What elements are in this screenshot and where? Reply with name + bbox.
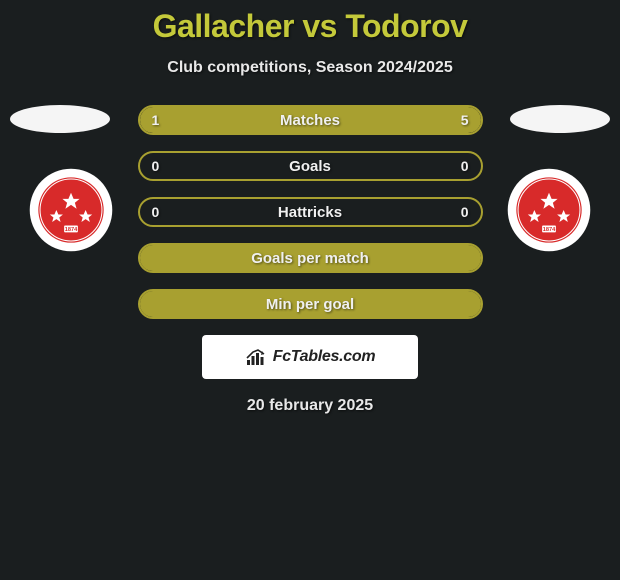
shield-icon: 1874 — [506, 167, 592, 253]
player-marker-right — [510, 105, 610, 133]
stat-bar: 0 0 Goals — [138, 151, 483, 181]
club-badge-left: 1874 — [28, 167, 114, 253]
stat-label: Min per goal — [266, 296, 354, 313]
subtitle: Club competitions, Season 2024/2025 — [0, 59, 620, 77]
stat-value-right: 5 — [461, 112, 469, 128]
stat-bar: Min per goal — [138, 289, 483, 319]
stats-list: 1 5 Matches 0 0 Goals 0 0 Hattricks Goals per mat… — [138, 105, 483, 319]
brand-badge[interactable]: FcTables.com — [202, 335, 418, 379]
stat-label: Hattricks — [278, 204, 342, 221]
svg-text:1874: 1874 — [543, 227, 556, 233]
stat-fill-left — [140, 107, 197, 133]
stat-value-right: 0 — [461, 158, 469, 174]
page-title: Gallacher vs Todorov — [0, 8, 620, 45]
stat-bar: 0 0 Hattricks — [138, 197, 483, 227]
svg-text:1874: 1874 — [65, 227, 78, 233]
brand-text: FcTables.com — [273, 348, 376, 366]
stat-value-left: 0 — [152, 158, 160, 174]
chart-icon — [245, 348, 269, 366]
stat-label: Goals per match — [251, 250, 369, 267]
stat-value-right: 0 — [461, 204, 469, 220]
header: Gallacher vs Todorov Club competitions, … — [0, 0, 620, 77]
stat-label: Goals — [289, 158, 331, 175]
stat-value-left: 0 — [152, 204, 160, 220]
shield-icon: 1874 — [28, 167, 114, 253]
stat-label: Matches — [280, 112, 340, 129]
stat-value-left: 1 — [152, 112, 160, 128]
stat-bar: 1 5 Matches — [138, 105, 483, 135]
content-area: 1874 1874 1 5 Matches 0 0 Goals 0 0 Hattricks Goa… — [0, 105, 620, 415]
stat-bar: Goals per match — [138, 243, 483, 273]
club-badge-right: 1874 — [506, 167, 592, 253]
player-marker-left — [10, 105, 110, 133]
date-label: 20 february 2025 — [0, 397, 620, 415]
